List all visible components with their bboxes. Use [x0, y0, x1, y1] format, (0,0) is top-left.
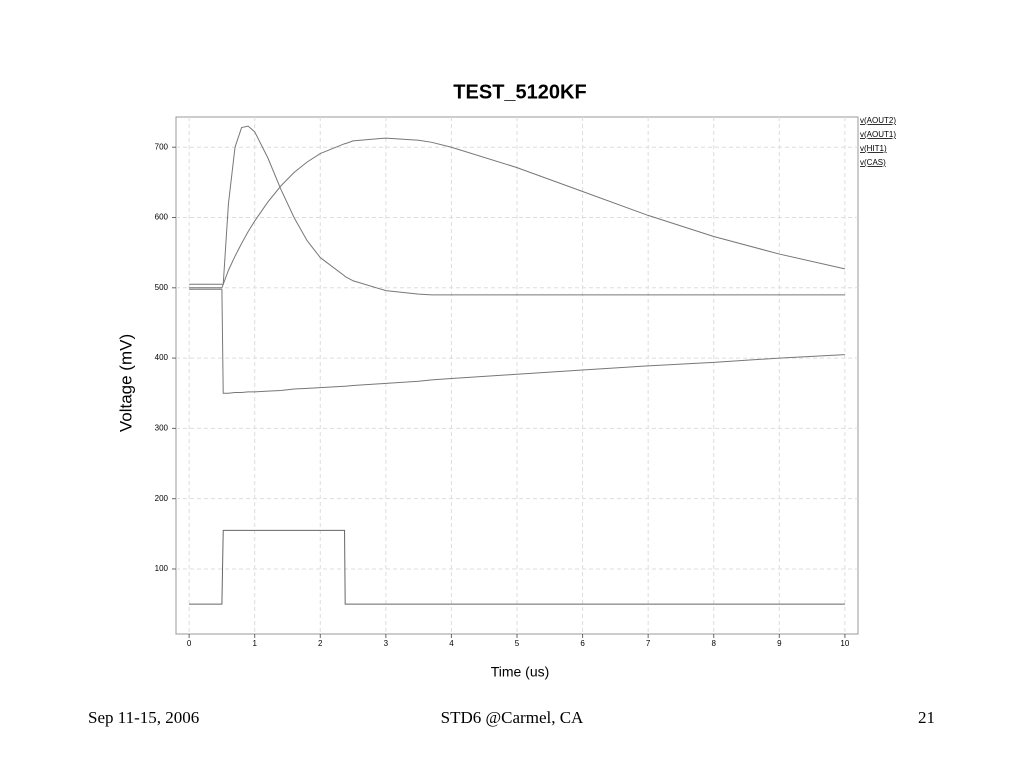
legend-entry: v(HIT1) — [860, 144, 887, 153]
legend-entry: v(AOUT1) — [860, 130, 896, 139]
x-tick-label: 6 — [580, 639, 585, 648]
x-tick-label: 9 — [777, 639, 782, 648]
x-tick-label: 8 — [712, 639, 717, 648]
series-line — [189, 529, 845, 605]
series-line — [189, 288, 845, 394]
series-line — [189, 125, 845, 296]
footer-page: 21 — [918, 708, 935, 727]
legend-entry: v(AOUT2) — [860, 116, 896, 125]
legend-entry: v(CAS) — [860, 158, 886, 167]
y-tick-label: 500 — [155, 283, 169, 292]
y-tick-label: 600 — [155, 213, 169, 222]
y-axis-label: Voltage (mV) — [116, 334, 135, 432]
chart-title: TEST_5120KF — [453, 81, 586, 103]
y-tick-label: 200 — [155, 494, 169, 503]
x-tick-label: 0 — [187, 639, 192, 648]
x-tick-label: 7 — [646, 639, 651, 648]
series-line — [189, 137, 845, 285]
x-tick-label: 1 — [252, 639, 257, 648]
footer-venue: STD6 @Carmel, CA — [441, 708, 584, 727]
x-tick-label: 4 — [449, 639, 454, 648]
x-tick-label: 2 — [318, 639, 323, 648]
x-tick-label: 5 — [515, 639, 520, 648]
y-tick-label: 400 — [155, 353, 169, 362]
footer-date: Sep 11-15, 2006 — [88, 708, 199, 727]
y-tick-label: 100 — [155, 564, 169, 573]
y-tick-label: 300 — [155, 424, 169, 433]
y-tick-label: 700 — [155, 142, 169, 151]
x-tick-label: 3 — [384, 639, 389, 648]
x-axis-label: Time (us) — [491, 664, 550, 680]
x-tick-label: 10 — [840, 639, 849, 648]
